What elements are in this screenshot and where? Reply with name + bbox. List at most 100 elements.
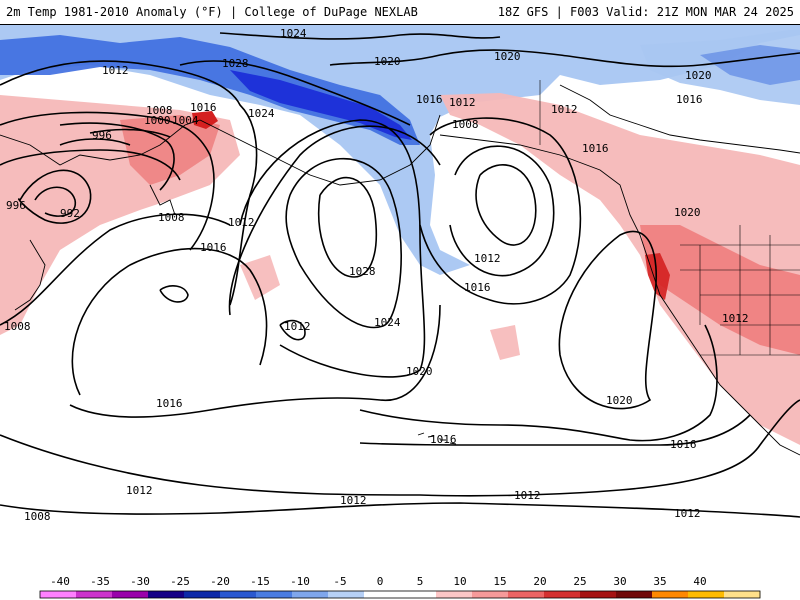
colorbar-tick: 30 bbox=[613, 575, 626, 588]
colorbar-segment bbox=[436, 591, 473, 598]
isobar-label: 1004 bbox=[172, 114, 199, 127]
colorbar-segment bbox=[364, 591, 401, 598]
isobar-label: 1020 bbox=[606, 394, 633, 407]
isobar-label: 1024 bbox=[280, 27, 307, 40]
anomaly-shading bbox=[0, 25, 800, 445]
isobar-label: 1016 bbox=[190, 101, 217, 114]
isobar-label: 1012 bbox=[340, 494, 367, 507]
colorbar-segment bbox=[76, 591, 113, 598]
colorbar-segment bbox=[148, 591, 185, 598]
isobar-label: 1012 bbox=[102, 64, 129, 77]
colorbar-tick: 10 bbox=[453, 575, 466, 588]
colorbar-segment bbox=[616, 591, 653, 598]
isobar-label: 1016 bbox=[416, 93, 443, 106]
colorbar-tick: 0 bbox=[377, 575, 384, 588]
colorbar-tick: 35 bbox=[653, 575, 666, 588]
colorbar-tick: -15 bbox=[250, 575, 270, 588]
isobar-label: 1020 bbox=[406, 365, 433, 378]
colorbar-tick: 20 bbox=[533, 575, 546, 588]
isobar-label: 1012 bbox=[474, 252, 501, 265]
colorbar-tick: -10 bbox=[290, 575, 310, 588]
isobar-label: 1016 bbox=[430, 433, 457, 446]
colorbar-segment bbox=[724, 591, 761, 598]
isobar-label: 1016 bbox=[464, 281, 491, 294]
colorbar-tick: -35 bbox=[90, 575, 110, 588]
model-valid-time: 18Z GFS | F003 Valid: 21Z MON MAR 24 202… bbox=[497, 5, 794, 19]
isobar-label: 1012 bbox=[126, 484, 153, 497]
colorbar-segment bbox=[256, 591, 293, 598]
isobar-label: 1020 bbox=[685, 69, 712, 82]
isobar-label: 1016 bbox=[156, 397, 183, 410]
colorbar-segment bbox=[184, 591, 221, 598]
warm-anomaly-west-mid bbox=[120, 115, 220, 185]
isobar-label: 1028 bbox=[222, 57, 249, 70]
product-title: 2m Temp 1981-2010 Anomaly (°F) | College… bbox=[6, 5, 418, 19]
isobar-label: 1016 bbox=[200, 241, 227, 254]
colorbar-tick: 40 bbox=[693, 575, 706, 588]
isobar-label: 992 bbox=[60, 207, 80, 220]
warm-anomaly-small-central bbox=[240, 255, 280, 300]
cold-anomaly-strong bbox=[230, 70, 412, 140]
isobar-label: 1012 bbox=[551, 103, 578, 116]
colorbar-tick: -30 bbox=[130, 575, 150, 588]
isobar-label: 1012 bbox=[228, 216, 255, 229]
colorbar-segment bbox=[688, 591, 725, 598]
isobar-label: 1008 bbox=[452, 118, 479, 131]
isobar-label: 1008 bbox=[4, 320, 31, 333]
colorbar-tick: -5 bbox=[333, 575, 346, 588]
colorbar-segment bbox=[652, 591, 689, 598]
isobar-label: 1020 bbox=[674, 206, 701, 219]
anomaly-map: 1024 1028 1020 1020 1020 1012 1016 1012 … bbox=[0, 25, 800, 572]
isobar-label: 1020 bbox=[374, 55, 401, 68]
colorbar-tick: -25 bbox=[170, 575, 190, 588]
colorbar-segment bbox=[328, 591, 365, 598]
isobar-label: 1016 bbox=[670, 438, 697, 451]
colorbar-frame bbox=[39, 590, 761, 599]
warm-anomaly-small-pacific bbox=[490, 325, 520, 360]
colorbar-tick: -20 bbox=[210, 575, 230, 588]
colorbar-tick-labels: -40 -35 -30 -25 -20 -15 -10 -5 0 5 10 15… bbox=[50, 575, 707, 588]
colorbar-segment bbox=[544, 591, 581, 598]
isobar-label: 1012 bbox=[674, 507, 701, 520]
colorbar-tick: 15 bbox=[493, 575, 506, 588]
isobar-label: 1008 bbox=[158, 211, 185, 224]
header-bar: 2m Temp 1981-2010 Anomaly (°F) | College… bbox=[0, 0, 800, 25]
cold-anomaly-core bbox=[0, 35, 420, 145]
isobar-labels: 1024 1028 1020 1020 1020 1012 1016 1012 … bbox=[4, 27, 749, 523]
colorbar-segment bbox=[292, 591, 329, 598]
colorbar-tick: 5 bbox=[417, 575, 424, 588]
isobar-label: 1012 bbox=[449, 96, 476, 109]
isobar-label: 1008 bbox=[24, 510, 51, 523]
isobar-label: 1024 bbox=[248, 107, 275, 120]
coastlines bbox=[0, 84, 800, 456]
warm-anomaly-gulf bbox=[440, 93, 800, 445]
isobar-label: 1020 bbox=[494, 50, 521, 63]
colorbar-segment bbox=[400, 591, 437, 598]
isobar-label: 1028 bbox=[349, 265, 376, 278]
warm-anomaly-california bbox=[645, 253, 670, 300]
cold-anomaly-east-core bbox=[700, 45, 800, 85]
isobar-label: 1012 bbox=[514, 489, 541, 502]
colorbar-segment bbox=[472, 591, 509, 598]
colorbar-segment bbox=[220, 591, 257, 598]
isobars bbox=[0, 32, 800, 518]
isobar-label: 1008 bbox=[146, 104, 173, 117]
isobar-label: 1000 bbox=[144, 114, 171, 127]
colorbar-segments bbox=[40, 591, 761, 598]
colorbar-segment bbox=[40, 591, 77, 598]
isobar-label: 1024 bbox=[374, 316, 401, 329]
isobar-label: 1012 bbox=[284, 320, 311, 333]
colorbar-segment bbox=[112, 591, 149, 598]
warm-anomaly-west-coast bbox=[640, 225, 800, 355]
political-borders bbox=[539, 80, 800, 356]
anomaly-colorbar: -40 -35 -30 -25 -20 -15 -10 -5 0 5 10 15… bbox=[0, 572, 800, 600]
isobar-label: 1012 bbox=[722, 312, 749, 325]
colorbar-tick: -40 bbox=[50, 575, 70, 588]
isobar-label: 1016 bbox=[582, 142, 609, 155]
cold-anomaly-region bbox=[0, 25, 800, 275]
isobar-label: 996 bbox=[92, 129, 112, 142]
isobar-label: 996 bbox=[6, 199, 26, 212]
colorbar-segment bbox=[580, 591, 617, 598]
warm-anomaly-peak bbox=[192, 111, 218, 129]
colorbar-tick: 25 bbox=[573, 575, 586, 588]
